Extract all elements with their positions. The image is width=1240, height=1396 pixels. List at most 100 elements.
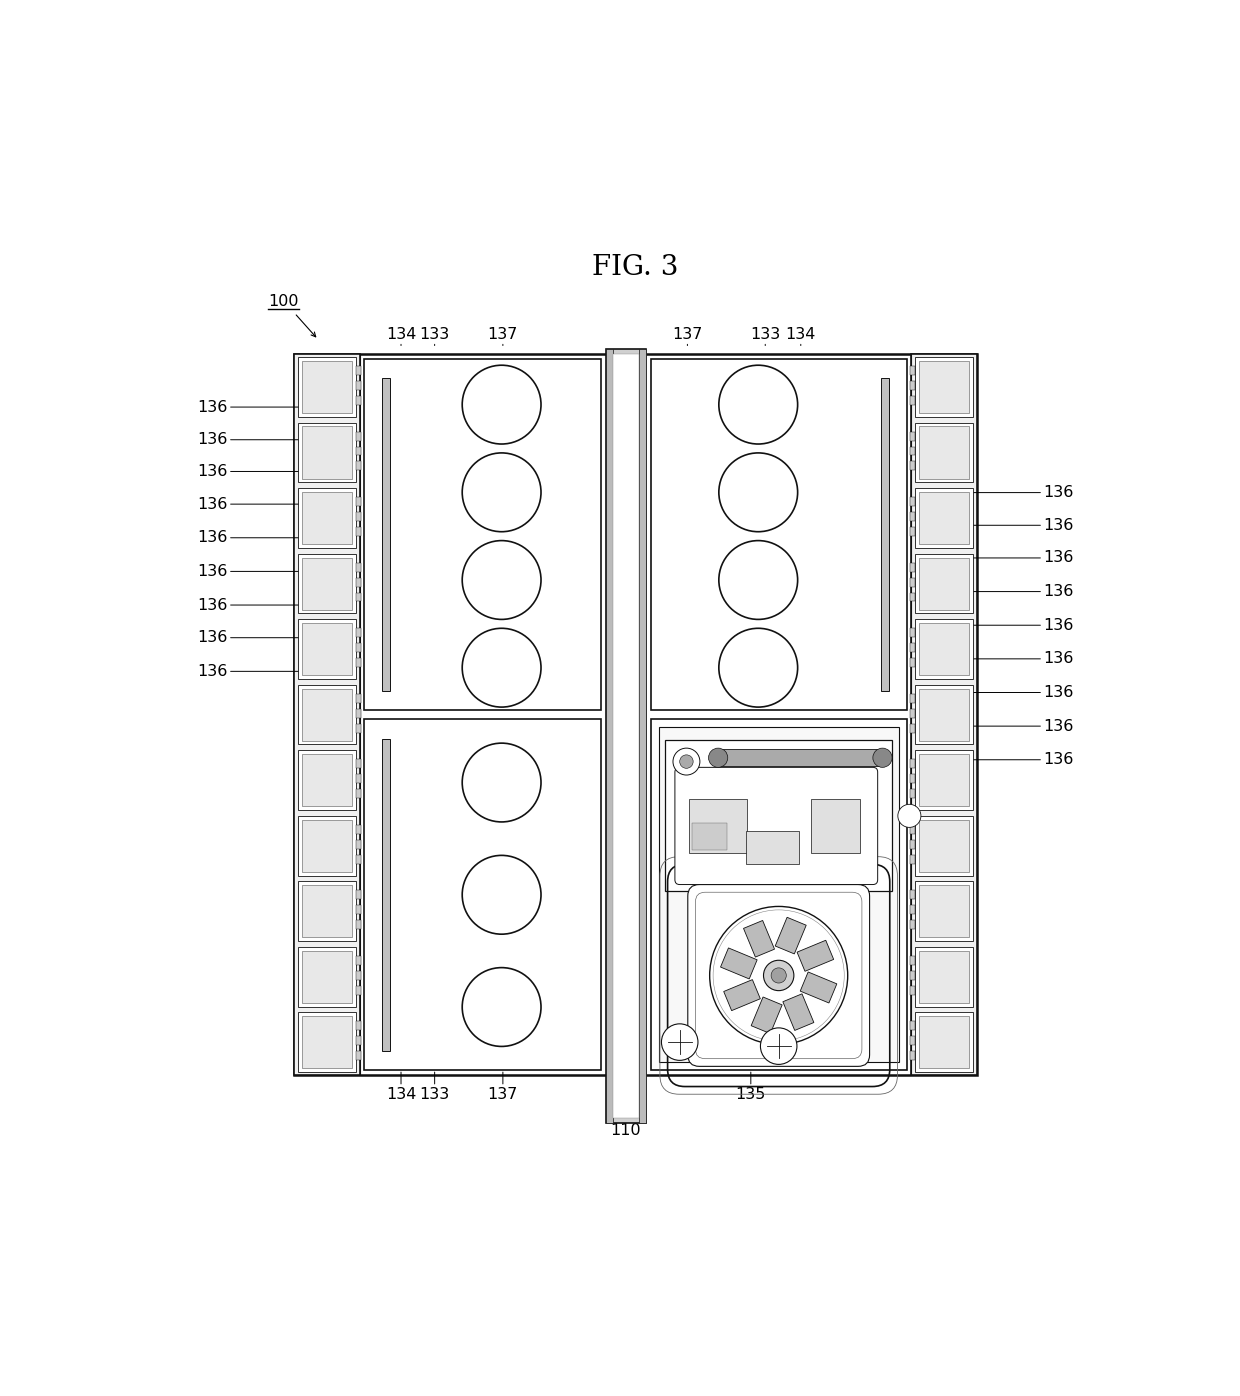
Circle shape	[463, 743, 541, 822]
Bar	[298, 881, 356, 941]
Bar	[356, 628, 361, 637]
Text: 136: 136	[926, 617, 1074, 632]
Bar	[356, 839, 361, 849]
Bar	[356, 526, 361, 536]
Circle shape	[463, 366, 541, 444]
Bar	[365, 719, 601, 1071]
Circle shape	[463, 540, 541, 620]
Bar	[356, 759, 361, 768]
Bar	[651, 359, 906, 709]
Text: 137: 137	[672, 327, 703, 346]
Bar	[356, 891, 361, 899]
Bar	[356, 694, 361, 702]
Bar	[303, 754, 352, 805]
Text: 136: 136	[197, 399, 345, 415]
Bar	[365, 359, 601, 709]
Bar	[605, 349, 646, 1122]
Text: 136: 136	[197, 597, 345, 613]
Bar	[613, 355, 639, 1118]
Text: 136: 136	[926, 584, 1074, 599]
Bar	[746, 832, 799, 864]
Polygon shape	[797, 941, 833, 972]
Bar	[651, 719, 906, 1071]
Text: 136: 136	[926, 518, 1074, 533]
Circle shape	[760, 1027, 797, 1064]
Bar	[919, 623, 968, 676]
Bar	[298, 620, 356, 678]
Text: 136: 136	[197, 463, 345, 479]
Bar	[919, 754, 968, 805]
Bar	[915, 554, 973, 613]
Bar	[910, 956, 915, 965]
Bar	[910, 381, 915, 389]
Bar	[910, 628, 915, 637]
Circle shape	[463, 628, 541, 708]
Bar	[915, 750, 973, 810]
Circle shape	[719, 452, 797, 532]
Bar	[910, 723, 915, 733]
Bar	[919, 491, 968, 544]
Circle shape	[661, 1023, 698, 1061]
Circle shape	[463, 452, 541, 532]
Bar	[356, 381, 361, 389]
Bar	[298, 750, 356, 810]
Bar	[356, 644, 361, 652]
Bar	[303, 491, 352, 544]
Text: 136: 136	[197, 497, 345, 511]
Bar	[303, 623, 352, 676]
Polygon shape	[751, 997, 782, 1033]
Text: 100: 100	[268, 295, 299, 309]
Bar	[298, 554, 356, 613]
Circle shape	[463, 856, 541, 934]
Text: 137: 137	[487, 1072, 518, 1101]
Polygon shape	[744, 920, 775, 958]
Bar	[910, 789, 915, 799]
Bar	[919, 885, 968, 937]
Bar	[910, 854, 915, 864]
Bar	[919, 951, 968, 1002]
Bar	[915, 423, 973, 483]
Bar	[910, 526, 915, 536]
Bar	[910, 825, 915, 833]
Bar	[356, 447, 361, 455]
Bar	[303, 362, 352, 413]
Bar	[303, 426, 352, 479]
Text: 137: 137	[487, 327, 518, 346]
Bar	[356, 563, 361, 571]
Bar	[915, 620, 973, 678]
Bar	[910, 658, 915, 667]
Text: 134: 134	[386, 327, 417, 346]
Bar	[356, 854, 361, 864]
Bar	[910, 1036, 915, 1046]
Circle shape	[673, 748, 699, 775]
Bar	[915, 1012, 973, 1072]
Circle shape	[463, 967, 541, 1047]
Text: 136: 136	[926, 719, 1074, 734]
Bar	[303, 819, 352, 871]
Text: 136: 136	[197, 564, 345, 579]
Bar	[666, 740, 892, 891]
FancyBboxPatch shape	[675, 768, 878, 885]
Bar	[689, 799, 748, 853]
Circle shape	[719, 540, 797, 620]
FancyBboxPatch shape	[688, 885, 869, 1067]
Circle shape	[764, 960, 794, 991]
Circle shape	[708, 748, 728, 768]
Text: 136: 136	[197, 530, 345, 546]
Bar	[298, 946, 356, 1007]
Text: 136: 136	[197, 664, 345, 678]
Bar	[910, 775, 915, 783]
Bar	[910, 709, 915, 718]
Bar	[915, 489, 973, 547]
Text: 136: 136	[926, 484, 1074, 500]
Bar	[718, 750, 883, 766]
Text: 136: 136	[926, 752, 1074, 768]
Bar	[915, 946, 973, 1007]
Bar	[910, 694, 915, 702]
Bar	[910, 563, 915, 571]
Bar	[910, 447, 915, 455]
Bar	[356, 592, 361, 602]
Bar	[910, 905, 915, 914]
Bar	[356, 497, 361, 507]
Bar	[910, 497, 915, 507]
